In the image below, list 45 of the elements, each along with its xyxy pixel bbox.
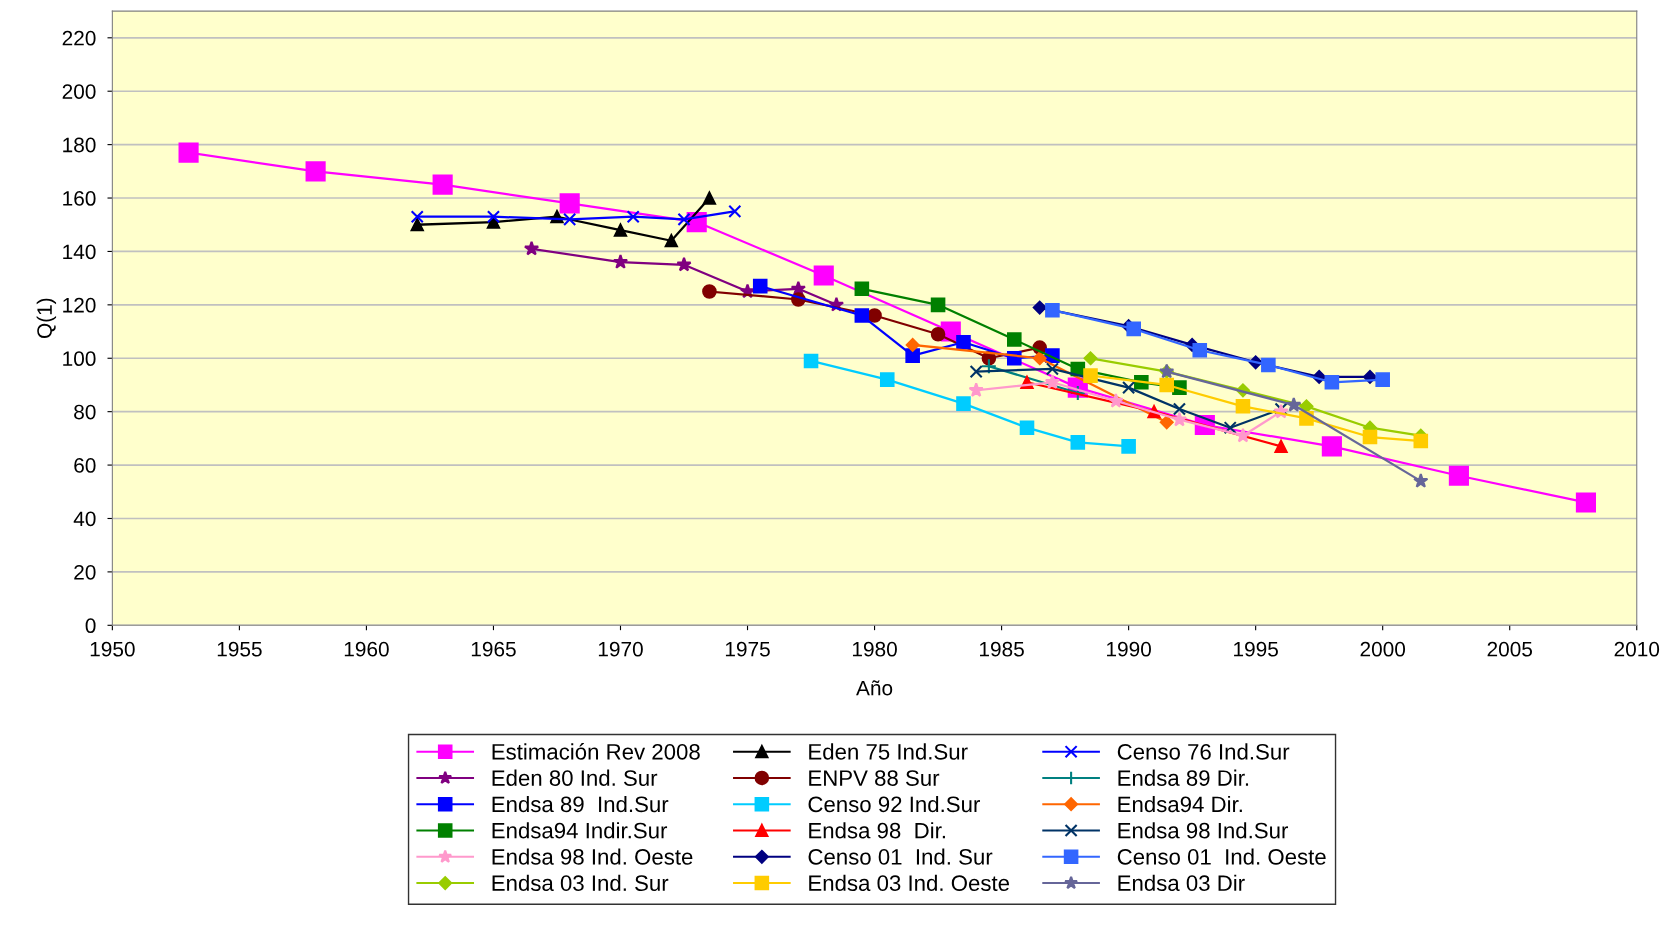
legend-label: Endsa 98 Dir. xyxy=(809,822,945,839)
legend-label: Estimación Rev 2008 xyxy=(492,743,700,760)
legend-label: Eden 80 Ind. Sur xyxy=(492,769,658,786)
legend-label: Endsa 89 Ind.Sur xyxy=(492,795,669,813)
legend-label: Eden 75 Ind.Sur xyxy=(809,743,968,760)
legend-label: Endsa 98 Ind. Oeste xyxy=(492,848,693,865)
y-tick-label: 180 xyxy=(63,137,96,153)
y-tick-label: 220 xyxy=(62,30,96,46)
y-tick-label: 80 xyxy=(74,404,96,420)
y-tick-label: 200 xyxy=(62,84,96,99)
legend-label: Endsa 03 Ind. Sur xyxy=(492,874,669,892)
x-axis-title: Año xyxy=(856,680,893,696)
x-tick-label: 1960 xyxy=(344,641,389,657)
y-tick-label: 0 xyxy=(85,618,96,634)
y-tick-label: 20 xyxy=(74,564,96,580)
y-tick-label: 60 xyxy=(74,458,96,473)
legend-label: Endsa 98 Ind.Sur xyxy=(1118,822,1289,839)
y-tick-label: 100 xyxy=(63,351,96,367)
x-tick-label: 1955 xyxy=(217,641,262,657)
legend-label: Endsa 03 Ind. Oeste xyxy=(809,874,1010,892)
y-tick-label: 40 xyxy=(73,511,96,527)
legend-label: Endsa 03 Dir xyxy=(1118,874,1245,892)
x-tick-label: 1990 xyxy=(1107,641,1151,657)
y-tick-label: 160 xyxy=(63,191,96,206)
legend-label: Censo 92 Ind.Sur xyxy=(808,795,980,813)
legend-label: Censo 76 Ind.Sur xyxy=(1117,743,1290,760)
x-tick-label: 1980 xyxy=(852,641,897,657)
legend-label: Endsa 89 Dir. xyxy=(1118,769,1249,786)
legend-label: Censo 01 Ind. Sur xyxy=(808,848,993,865)
y-tick-label: 120 xyxy=(63,297,96,313)
x-tick-label: 2005 xyxy=(1487,641,1533,657)
x-tick-label: 2000 xyxy=(1360,641,1406,657)
y-axis-title: Q(1) xyxy=(36,298,57,339)
x-tick-label: 2010 xyxy=(1614,641,1660,657)
y-tick-label: 140 xyxy=(63,244,96,260)
x-tick-label: 1965 xyxy=(471,641,516,657)
legend-label: Endsa94 Indir.Sur xyxy=(492,822,668,839)
x-tick-label: 1970 xyxy=(598,641,643,657)
x-tick-label: 1975 xyxy=(725,641,770,657)
legend-label: Endsa94 Dir. xyxy=(1118,795,1242,813)
legend-label: Censo 01 Ind. Oeste xyxy=(1117,848,1326,865)
legend-label: ENPV 88 Sur xyxy=(809,770,940,786)
x-tick-label: 1950 xyxy=(90,641,135,657)
x-tick-label: 1995 xyxy=(1234,641,1278,657)
x-tick-label: 1985 xyxy=(980,641,1024,657)
